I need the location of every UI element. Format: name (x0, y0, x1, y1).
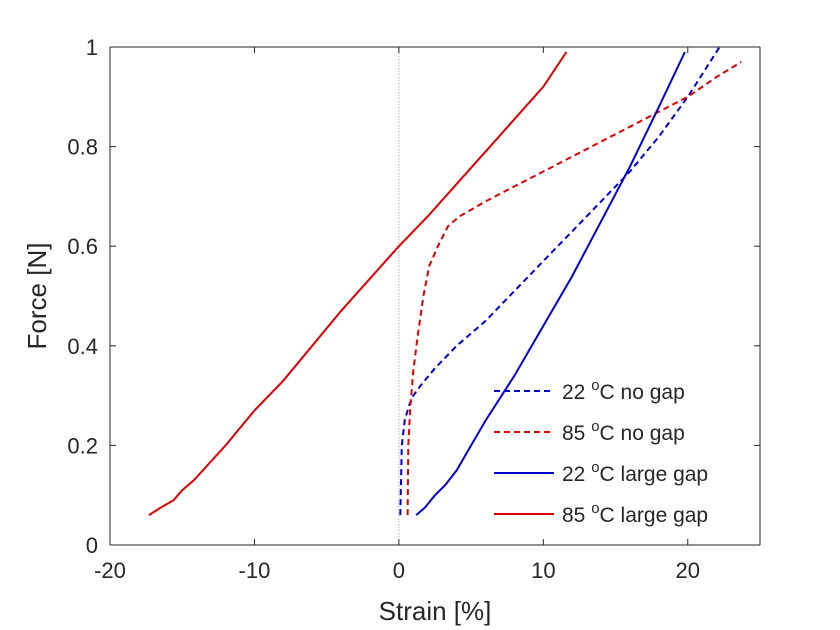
legend-label-1: 22 oC no gap (562, 377, 685, 404)
legend-label-4: 85 oC large gap (562, 500, 708, 527)
x-tick-label: 10 (531, 558, 555, 583)
y-tick-label: 0.4 (67, 334, 98, 359)
x-axis-label: Strain [%] (379, 596, 492, 626)
series-line-4 (148, 51, 568, 516)
x-tick-label: -20 (94, 558, 126, 583)
series-line-2 (406, 61, 742, 516)
plot-area (110, 47, 760, 545)
legend: 22 oC no gap 85 oC no gap 22 oC large gap 8… (494, 377, 708, 527)
y-tick-label: 0.8 (67, 135, 98, 160)
legend-label-2: 85 oC no gap (562, 418, 685, 445)
series-line-1 (399, 46, 721, 516)
x-tick-label: 0 (393, 558, 405, 583)
y-tick-label: 1 (86, 35, 98, 60)
series-line-3 (415, 51, 686, 516)
y-tick-label: 0.6 (67, 234, 98, 259)
y-tick-label: 0 (86, 533, 98, 558)
x-tick-label: -10 (239, 558, 271, 583)
legend-label-3: 22 oC large gap (562, 459, 708, 486)
x-tick-label: 20 (676, 558, 700, 583)
y-tick-label: 0.2 (67, 433, 98, 458)
y-axis-label: Force [N] (22, 243, 52, 350)
